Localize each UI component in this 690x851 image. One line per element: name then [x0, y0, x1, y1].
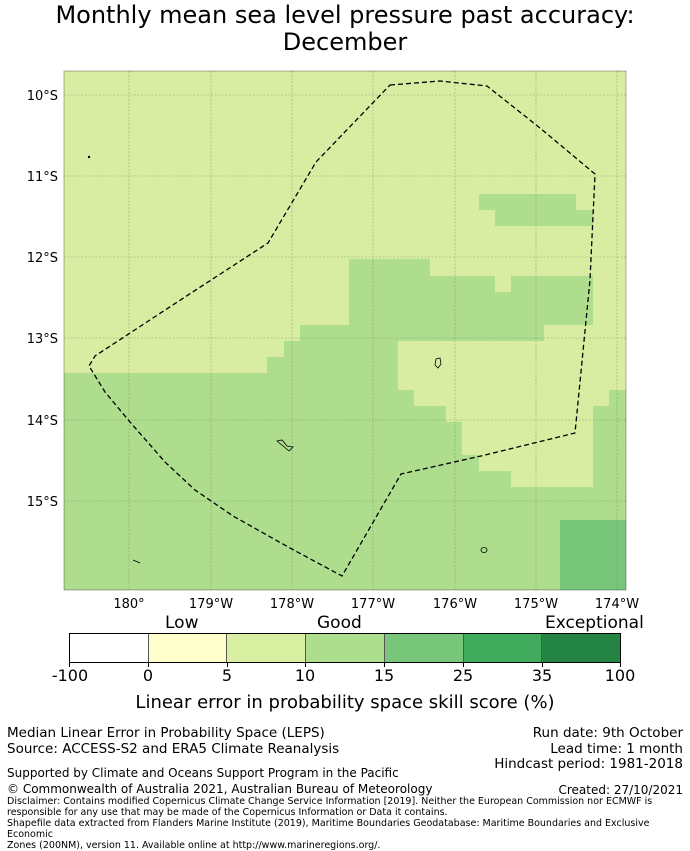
graticule [64, 71, 626, 590]
lat-label: 15°S [27, 495, 58, 510]
support-text: Supported by Climate and Oceans Support … [7, 766, 399, 780]
colorbar-segment [148, 634, 228, 662]
colorbar-tick-label: 25 [452, 666, 474, 685]
colorbar-axis-label: Linear error in probability space skill … [135, 692, 555, 713]
colorbar-tickmark [542, 663, 543, 667]
colorbar-tickmark [148, 663, 149, 667]
disclaimer-line: Disclaimer: Contains modified Copernicus… [7, 796, 653, 807]
colorbar-tickmark [227, 663, 228, 667]
run-date-text: Run date: 9th October [532, 725, 683, 741]
lon-label: 175°W [514, 597, 558, 610]
colorbar-segment [384, 634, 464, 662]
colorbar-tickmark [463, 663, 464, 667]
island-west [276, 439, 294, 452]
colorbar-segment [463, 634, 543, 662]
good-zone-band-west [64, 259, 626, 590]
title-line-1: Monthly mean sea level pressure past acc… [55, 1, 635, 29]
colorbar-segment [70, 634, 149, 662]
disclaimer-line: responsible for any use that may be made… [7, 807, 448, 818]
good-zone-northeast-block [479, 276, 593, 341]
colorbar-segment [227, 634, 307, 662]
colorbar-tick-label: 10 [294, 666, 316, 685]
disclaimer: Disclaimer: Contains modified Copernicus… [7, 796, 687, 851]
colorbar-segment [306, 634, 385, 662]
lat-label: 10°S [27, 89, 58, 104]
lat-label: 11°S [27, 170, 58, 185]
title-line-2: December [282, 28, 408, 56]
islet-northwest [87, 155, 91, 159]
colorbar-tickmark [69, 663, 70, 667]
colorbar-category-exceptional: Exceptional [545, 613, 644, 633]
colorbar-tick-label: 15 [373, 666, 395, 685]
islands [87, 155, 488, 564]
colorbar-category-low: Low [165, 613, 199, 633]
lat-label: 14°S [27, 414, 58, 429]
colorbar-category-good: Good [317, 613, 362, 633]
colorbar-tickmark [305, 663, 306, 667]
colorbar-tick-label: 0 [142, 666, 154, 685]
colorbar-tick-label: 5 [221, 666, 233, 685]
created-text: Created: 27/10/2021 [558, 783, 683, 797]
lon-label: 179°W [189, 597, 233, 610]
colorbar-tick-label: 100 [604, 666, 636, 685]
method-text: Median Linear Error in Probability Space… [7, 725, 325, 741]
lead-time-text: Lead time: 1 month [550, 741, 683, 757]
lat-label: 13°S [27, 332, 58, 347]
lon-label: 176°W [433, 597, 477, 610]
eez-boundary-dashed [88, 80, 596, 577]
map-frame [63, 70, 627, 591]
good-zone-northeast-patch [479, 194, 593, 226]
skill-map: 10°S 11°S 12°S 13°S 14°S 15°S 180° 179°W… [27, 70, 639, 610]
chart-title: Monthly mean sea level pressure past acc… [0, 2, 690, 56]
colorbar [69, 633, 621, 663]
colorbar-tickmark [620, 663, 621, 667]
disclaimer-line: Zones (200NM), version 11. Available onl… [7, 840, 381, 851]
colorbar-tick-label: -100 [51, 666, 89, 685]
copyright-text: © Commonwealth of Australia 2021, Austra… [7, 782, 433, 796]
island-north [434, 357, 442, 369]
colorbar-tickmark [384, 663, 385, 667]
source-text: Source: ACCESS-S2 and ERA5 Climate Reana… [7, 741, 340, 757]
skill-zones [64, 194, 626, 590]
hindcast-text: Hindcast period: 1981-2018 [494, 756, 683, 772]
island-south [480, 547, 488, 553]
lat-label: 12°S [27, 251, 58, 266]
exceptional-edge-zone [560, 520, 626, 590]
disclaimer-line: Shapefile data extracted from Flanders M… [7, 818, 650, 840]
lon-label: 177°W [351, 597, 395, 610]
good-zone-notch [495, 276, 511, 292]
lon-label: 180° [113, 597, 144, 610]
lon-label: 174°W [595, 597, 639, 610]
lon-label: 178°W [270, 597, 314, 610]
island-southwest [132, 559, 141, 564]
colorbar-tick-label: 35 [531, 666, 553, 685]
colorbar-segment [542, 634, 621, 662]
